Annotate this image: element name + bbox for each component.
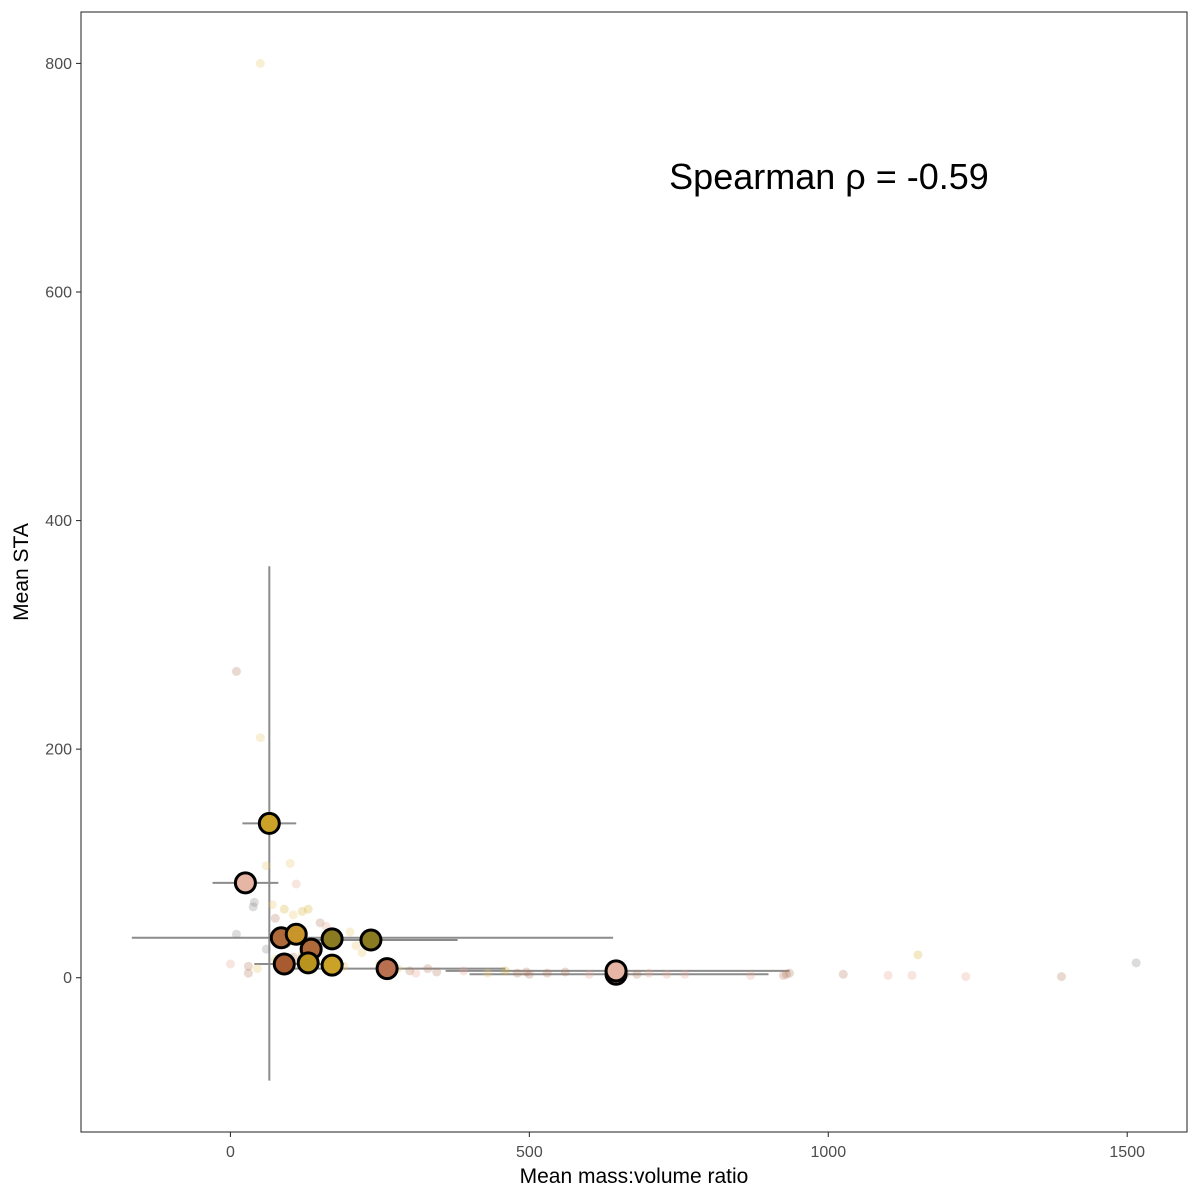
x-tick-label: 500 — [516, 1144, 543, 1161]
summary-point — [257, 811, 281, 835]
x-tick-label: 1000 — [811, 1144, 847, 1161]
data-point — [524, 969, 534, 979]
data-point — [838, 969, 848, 979]
data-point — [243, 968, 253, 978]
y-tick-label: 0 — [63, 970, 72, 987]
data-point — [261, 861, 271, 871]
data-point — [521, 967, 531, 977]
data-point — [883, 970, 893, 980]
data-point — [644, 968, 654, 978]
data-point — [267, 900, 277, 910]
y-tick-label: 800 — [45, 56, 72, 73]
data-point — [907, 970, 917, 980]
data-point — [584, 969, 594, 979]
summary-point — [375, 957, 399, 981]
data-point — [423, 964, 433, 974]
data-point — [961, 972, 971, 982]
data-point — [303, 904, 313, 914]
data-point — [351, 941, 361, 951]
data-point — [288, 910, 298, 920]
data-point — [542, 968, 552, 978]
data-point — [291, 879, 301, 889]
data-point — [315, 918, 325, 928]
data-point — [411, 968, 421, 978]
y-axis-title: Mean STA — [10, 523, 33, 621]
summary-point — [604, 959, 628, 983]
data-point — [560, 967, 570, 977]
x-tick-label: 0 — [226, 1144, 235, 1161]
data-point — [279, 904, 289, 914]
data-point — [261, 944, 271, 954]
data-point — [231, 666, 241, 676]
data-point — [357, 948, 367, 958]
summary-point — [320, 953, 344, 977]
y-tick-label: 200 — [45, 742, 72, 759]
data-point — [243, 961, 253, 971]
data-point — [913, 950, 923, 960]
data-point — [285, 858, 295, 868]
data-point — [746, 970, 756, 980]
data-point — [248, 902, 258, 912]
summary-point — [284, 922, 308, 946]
x-axis-ticks: 0 500 1000 1500 — [226, 1132, 1145, 1161]
summary-point — [296, 951, 320, 975]
data-point — [255, 733, 265, 743]
data-point — [225, 959, 235, 969]
data-point — [270, 913, 280, 923]
summary-points — [233, 811, 628, 986]
plot-panel-border — [80, 11, 1188, 1133]
data-point — [500, 966, 510, 976]
data-point — [632, 969, 642, 979]
data-point — [781, 969, 791, 979]
data-point — [662, 969, 672, 979]
data-point — [778, 970, 788, 980]
data-point — [512, 968, 522, 978]
y-tick-label: 600 — [45, 285, 72, 302]
data-point — [680, 969, 690, 979]
correlation-annotation: Spearman ρ = -0.59 — [669, 156, 989, 197]
summary-point — [359, 928, 383, 952]
data-point — [249, 897, 259, 907]
plot-background — [81, 12, 1187, 1132]
summary-point — [233, 871, 257, 895]
summary-point — [272, 952, 296, 976]
data-point — [345, 927, 355, 937]
y-tick-label: 400 — [45, 513, 72, 530]
summary-point — [320, 927, 344, 951]
data-point — [1131, 958, 1141, 968]
data-point — [784, 968, 794, 978]
y-axis-ticks: 0 200 400 600 800 — [45, 56, 81, 987]
data-point — [252, 964, 262, 974]
data-point — [297, 906, 307, 916]
x-axis-title: Mean mass:volume ratio — [520, 1165, 749, 1188]
data-point — [405, 966, 415, 976]
data-point — [483, 968, 493, 978]
x-tick-label: 1500 — [1109, 1144, 1145, 1161]
data-point — [1056, 972, 1066, 982]
data-point — [255, 58, 265, 68]
data-point — [459, 966, 469, 976]
data-point — [231, 929, 241, 939]
data-point — [432, 967, 442, 977]
